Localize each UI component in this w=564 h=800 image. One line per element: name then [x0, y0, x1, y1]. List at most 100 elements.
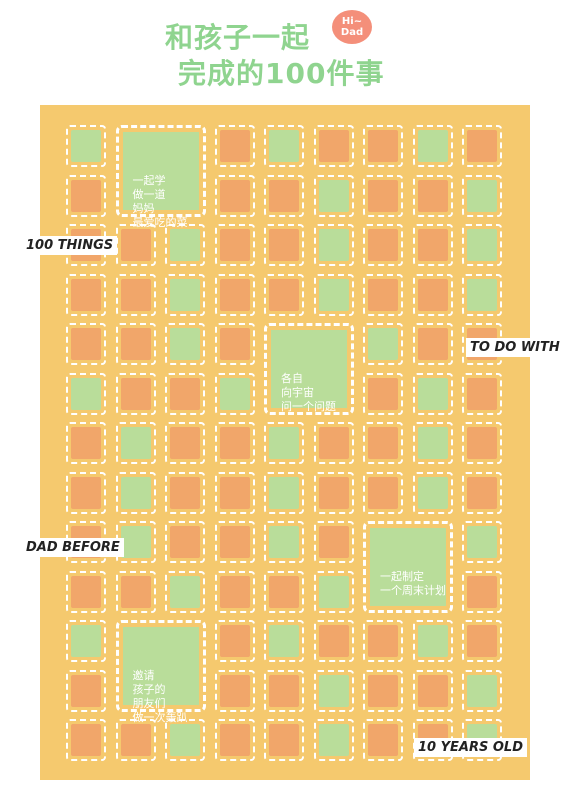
task-tile [214, 570, 255, 613]
task-tile-fill [170, 328, 200, 360]
task-tile-fill [71, 724, 101, 756]
label-100-things: 100 THINGS [22, 236, 118, 255]
task-tile [313, 273, 354, 316]
task-tile-fill [467, 427, 497, 459]
task-tile-fill [269, 179, 299, 212]
task-tile [462, 471, 502, 514]
title-block: 和孩子一起 完成的100件事 Hi~ Dad [0, 0, 564, 100]
task-tile-fill [467, 575, 497, 608]
task-tile [115, 521, 156, 563]
task-tile [115, 422, 156, 464]
task-tile [264, 125, 304, 167]
task-tile-fill [417, 179, 448, 212]
task-tile [264, 174, 304, 217]
task-tile [363, 422, 403, 464]
task-tile-fill [219, 179, 250, 212]
task-tile-fill [170, 278, 200, 311]
task-tile-fill [120, 476, 151, 509]
task-tile [412, 323, 453, 365]
task-tile-fill [269, 724, 299, 756]
task-tile-fill [71, 476, 101, 509]
task-tile [115, 372, 156, 415]
task-tile [462, 372, 502, 415]
task-tile [363, 669, 403, 712]
poster-board: 一起学 做一道 妈妈 最爱吃的菜 各自 向宇宙 问一个问题 一起制定 一个周末计划 邀请 孩子的 朋友… [40, 105, 530, 780]
featured-task-space: 各自 向宇宙 问一个问题 [264, 323, 354, 415]
task-tile [115, 719, 156, 761]
task-tile [165, 521, 205, 563]
task-tile-fill [219, 674, 250, 707]
task-tile [214, 422, 255, 464]
task-tile-fill [219, 328, 250, 360]
task-tile-fill [318, 229, 349, 261]
task-tile-fill [318, 427, 349, 459]
task-tile-fill [368, 674, 398, 707]
task-tile-fill [417, 278, 448, 311]
task-tile-fill [219, 625, 250, 657]
task-tile [165, 323, 205, 365]
task-tile-fill [269, 278, 299, 311]
task-tile-fill [71, 328, 101, 360]
task-tile-fill [318, 674, 349, 707]
featured-task-fill: 各自 向宇宙 问一个问题 [271, 330, 347, 413]
task-tile-fill [417, 377, 448, 410]
task-tile [363, 372, 403, 415]
task-tile-fill [120, 278, 151, 311]
task-tile-fill [318, 724, 349, 756]
task-tile [165, 719, 205, 761]
task-tile [313, 471, 354, 514]
task-tile [412, 372, 453, 415]
task-tile-fill [269, 476, 299, 509]
task-tile [412, 224, 453, 266]
task-tile [165, 273, 205, 316]
task-tile-fill [120, 427, 151, 459]
task-tile-fill [71, 674, 101, 707]
task-tile [264, 422, 304, 464]
task-tile [165, 471, 205, 514]
task-tile [214, 669, 255, 712]
task-tile [165, 570, 205, 613]
task-tile-fill [269, 130, 299, 162]
task-tile [214, 620, 255, 662]
task-tile [214, 521, 255, 563]
featured-task-fill: 一起制定 一个周末计划 [370, 528, 446, 606]
task-tile-fill [467, 674, 497, 707]
task-tile-fill [120, 724, 151, 756]
task-tile-fill [467, 179, 497, 212]
task-tile [214, 372, 255, 415]
task-tile [115, 323, 156, 365]
task-tile [214, 125, 255, 167]
task-tile [313, 570, 354, 613]
task-tile-fill [318, 575, 349, 608]
task-tile [462, 273, 502, 316]
featured-task-fill: 一起学 做一道 妈妈 最爱吃的菜 [122, 132, 199, 229]
task-tile-fill [467, 377, 497, 410]
task-tile-fill [318, 526, 349, 558]
task-tile-fill [219, 476, 250, 509]
task-tile [363, 719, 403, 761]
task-tile [313, 521, 354, 563]
task-tile [264, 273, 304, 316]
task-tile-fill [170, 476, 200, 509]
task-tile-fill [368, 625, 398, 657]
task-tile-fill [368, 130, 398, 162]
task-tile [363, 620, 403, 662]
hi-dad-badge: Hi~ Dad [332, 10, 372, 44]
task-tile-fill [368, 328, 398, 360]
task-tile [412, 620, 453, 662]
task-tile-fill [170, 575, 200, 608]
task-tile-fill [170, 724, 200, 756]
task-tile-fill [120, 575, 151, 608]
task-tile-fill [71, 427, 101, 459]
task-tile [462, 224, 502, 266]
featured-task-text: 一起制定 一个周末计划 [380, 570, 446, 597]
task-tile-fill [269, 674, 299, 707]
task-tile-fill [467, 476, 497, 509]
task-tile-fill [467, 130, 497, 162]
featured-task-weekend: 一起制定 一个周末计划 [363, 521, 453, 613]
tile-grid: 一起学 做一道 妈妈 最爱吃的菜 各自 向宇宙 问一个问题 一起制定 一个周末计划 邀请 孩子的 朋友… [62, 123, 508, 763]
task-tile-fill [467, 625, 497, 657]
task-tile-fill [318, 130, 349, 162]
label-dad-before: DAD BEFORE [22, 538, 124, 557]
task-tile-fill [417, 328, 448, 360]
